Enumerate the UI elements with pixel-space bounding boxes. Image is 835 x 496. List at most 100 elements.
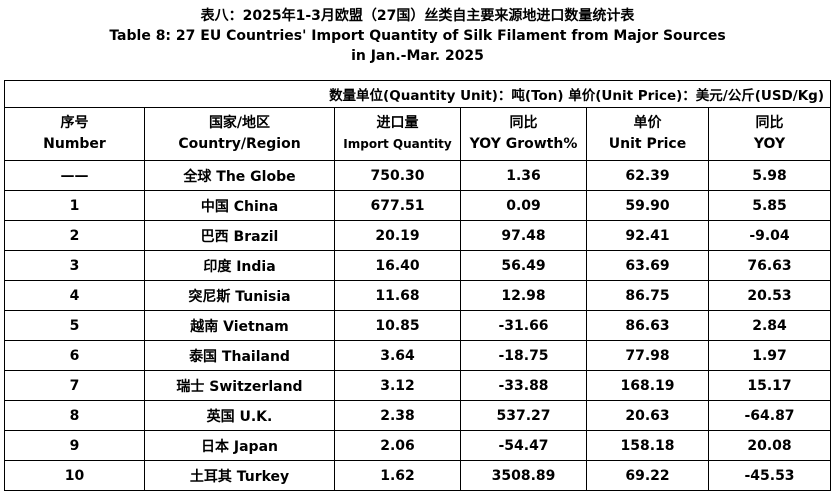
cell-yoy: -9.04 bbox=[708, 220, 831, 251]
header-yoy-cn: 同比 bbox=[755, 115, 784, 131]
title-english-line2: in Jan.-Mar. 2025 bbox=[351, 48, 484, 64]
cell-country: 全球 The Globe bbox=[144, 160, 335, 191]
cell-yoy: 5.85 bbox=[708, 190, 831, 221]
cell-number: 6 bbox=[4, 340, 145, 371]
header-import-quantity-en: Import Quantity bbox=[343, 137, 452, 151]
table-row: 1 中国 China 677.51 0.09 59.90 5.85 bbox=[4, 190, 831, 221]
header-import-quantity-cn: 进口量 bbox=[376, 115, 419, 131]
cell-unit-price: 69.22 bbox=[586, 460, 709, 491]
cell-yoy: 5.98 bbox=[708, 160, 831, 191]
header-country: 国家/地区 Country/Region bbox=[144, 107, 335, 161]
cell-yoy: 76.63 bbox=[708, 250, 831, 281]
cell-yoy-growth: -33.88 bbox=[460, 370, 587, 401]
cell-country: 日本 Japan bbox=[144, 430, 335, 461]
cell-unit-price: 62.39 bbox=[586, 160, 709, 191]
import-quantity-table: 数量单位(Quantity Unit)：吨(Ton) 单价(Unit Price… bbox=[4, 80, 831, 491]
table-row: 3 印度 India 16.40 56.49 63.69 76.63 bbox=[4, 250, 831, 281]
cell-import-quantity: 750.30 bbox=[334, 160, 461, 191]
table-row: 6 泰国 Thailand 3.64 -18.75 77.98 1.97 bbox=[4, 340, 831, 371]
cell-unit-price: 63.69 bbox=[586, 250, 709, 281]
header-yoy-growth-cn: 同比 bbox=[509, 115, 538, 131]
cell-country: 泰国 Thailand bbox=[144, 340, 335, 371]
cell-yoy: 20.08 bbox=[708, 430, 831, 461]
header-import-quantity: 进口量 Import Quantity bbox=[334, 107, 461, 161]
cell-yoy: -45.53 bbox=[708, 460, 831, 491]
table-row: 8 英国 U.K. 2.38 537.27 20.63 -64.87 bbox=[4, 400, 831, 431]
header-yoy-en: YOY bbox=[753, 136, 786, 152]
cell-country: 突尼斯 Tunisia bbox=[144, 280, 335, 311]
cell-number: 2 bbox=[4, 220, 145, 251]
cell-country: 中国 China bbox=[144, 190, 335, 221]
cell-yoy: 20.53 bbox=[708, 280, 831, 311]
cell-yoy-growth: 3508.89 bbox=[460, 460, 587, 491]
header-unit-price-en: Unit Price bbox=[608, 136, 687, 152]
cell-number: 3 bbox=[4, 250, 145, 281]
cell-number: 7 bbox=[4, 370, 145, 401]
cell-number: 9 bbox=[4, 430, 145, 461]
cell-yoy: 15.17 bbox=[708, 370, 831, 401]
title-english-line1: Table 8: 27 EU Countries' Import Quantit… bbox=[109, 28, 726, 44]
table-row: 5 越南 Vietnam 10.85 -31.66 86.63 2.84 bbox=[4, 310, 831, 341]
header-number: 序号 Number bbox=[4, 107, 145, 161]
cell-unit-price: 92.41 bbox=[586, 220, 709, 251]
table-row: 7 瑞士 Switzerland 3.12 -33.88 168.19 15.1… bbox=[4, 370, 831, 401]
cell-import-quantity: 2.06 bbox=[334, 430, 461, 461]
cell-unit-price: 86.63 bbox=[586, 310, 709, 341]
cell-yoy-growth: 1.36 bbox=[460, 160, 587, 191]
cell-country: 土耳其 Turkey bbox=[144, 460, 335, 491]
header-yoy: 同比 YOY bbox=[708, 107, 831, 161]
table-row: 4 突尼斯 Tunisia 11.68 12.98 86.75 20.53 bbox=[4, 280, 831, 311]
cell-country: 印度 India bbox=[144, 250, 335, 281]
cell-import-quantity: 20.19 bbox=[334, 220, 461, 251]
cell-number: 4 bbox=[4, 280, 145, 311]
cell-yoy-growth: -54.47 bbox=[460, 430, 587, 461]
cell-yoy-growth: 0.09 bbox=[460, 190, 587, 221]
header-country-en: Country/Region bbox=[178, 136, 301, 152]
cell-yoy-growth: -31.66 bbox=[460, 310, 587, 341]
header-row: 序号 Number 国家/地区 Country/Region 进口量 Impor… bbox=[4, 107, 831, 161]
cell-number: 10 bbox=[4, 460, 145, 491]
header-country-cn: 国家/地区 bbox=[208, 115, 271, 131]
cell-import-quantity: 3.64 bbox=[334, 340, 461, 371]
cell-yoy: 1.97 bbox=[708, 340, 831, 371]
unit-note-row: 数量单位(Quantity Unit)：吨(Ton) 单价(Unit Price… bbox=[4, 80, 831, 108]
header-yoy-growth-en: YOY Growth% bbox=[469, 136, 578, 152]
cell-yoy: 2.84 bbox=[708, 310, 831, 341]
table-row: —— 全球 The Globe 750.30 1.36 62.39 5.98 bbox=[4, 160, 831, 191]
cell-import-quantity: 1.62 bbox=[334, 460, 461, 491]
table-row: 9 日本 Japan 2.06 -54.47 158.18 20.08 bbox=[4, 430, 831, 461]
cell-yoy-growth: 97.48 bbox=[460, 220, 587, 251]
header-yoy-growth: 同比 YOY Growth% bbox=[460, 107, 587, 161]
cell-yoy-growth: 12.98 bbox=[460, 280, 587, 311]
cell-unit-price: 77.98 bbox=[586, 340, 709, 371]
cell-unit-price: 59.90 bbox=[586, 190, 709, 221]
cell-import-quantity: 2.38 bbox=[334, 400, 461, 431]
cell-country: 瑞士 Switzerland bbox=[144, 370, 335, 401]
cell-country: 越南 Vietnam bbox=[144, 310, 335, 341]
title-chinese: 表八：2025年1-3月欧盟（27国）丝类自主要来源地进口数量统计表 bbox=[200, 8, 635, 24]
cell-import-quantity: 16.40 bbox=[334, 250, 461, 281]
cell-number: 8 bbox=[4, 400, 145, 431]
cell-yoy-growth: 537.27 bbox=[460, 400, 587, 431]
table-title: 表八：2025年1-3月欧盟（27国）丝类自主要来源地进口数量统计表 Table… bbox=[0, 6, 835, 66]
cell-yoy: -64.87 bbox=[708, 400, 831, 431]
cell-unit-price: 20.63 bbox=[586, 400, 709, 431]
cell-import-quantity: 677.51 bbox=[334, 190, 461, 221]
table-row: 2 巴西 Brazil 20.19 97.48 92.41 -9.04 bbox=[4, 220, 831, 251]
cell-number: 5 bbox=[4, 310, 145, 341]
header-unit-price-cn: 单价 bbox=[633, 115, 662, 131]
header-number-cn: 序号 bbox=[60, 115, 89, 131]
cell-country: 巴西 Brazil bbox=[144, 220, 335, 251]
unit-note: 数量单位(Quantity Unit)：吨(Ton) 单价(Unit Price… bbox=[4, 80, 831, 108]
cell-unit-price: 158.18 bbox=[586, 430, 709, 461]
table-row: 10 土耳其 Turkey 1.62 3508.89 69.22 -45.53 bbox=[4, 460, 831, 491]
cell-yoy-growth: -18.75 bbox=[460, 340, 587, 371]
cell-number: 1 bbox=[4, 190, 145, 221]
header-unit-price: 单价 Unit Price bbox=[586, 107, 709, 161]
cell-number: —— bbox=[4, 160, 145, 191]
cell-yoy-growth: 56.49 bbox=[460, 250, 587, 281]
cell-unit-price: 168.19 bbox=[586, 370, 709, 401]
cell-import-quantity: 10.85 bbox=[334, 310, 461, 341]
header-number-en: Number bbox=[43, 136, 106, 152]
cell-unit-price: 86.75 bbox=[586, 280, 709, 311]
